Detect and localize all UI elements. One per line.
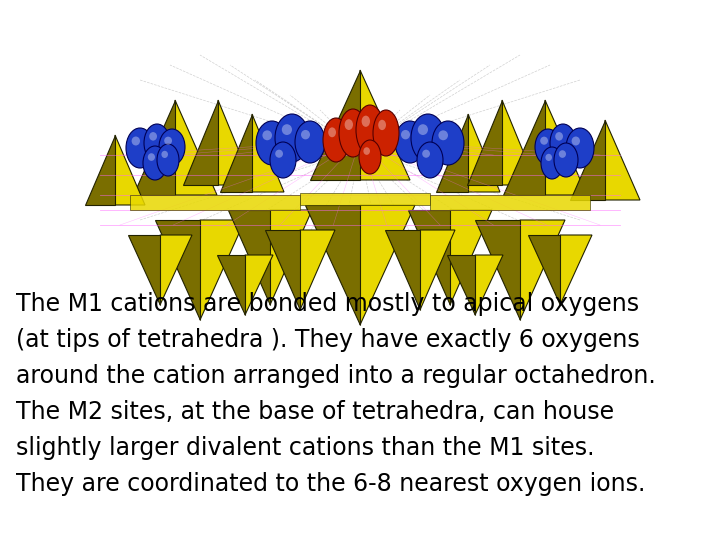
Text: The M1 cations are bonded mostly to apical oxygens: The M1 cations are bonded mostly to apic… (16, 292, 639, 316)
Polygon shape (545, 100, 587, 195)
Ellipse shape (417, 142, 443, 178)
Polygon shape (503, 100, 545, 195)
Ellipse shape (161, 151, 168, 158)
Ellipse shape (301, 130, 310, 139)
Ellipse shape (359, 140, 381, 174)
Ellipse shape (438, 130, 448, 140)
Polygon shape (200, 220, 245, 320)
Ellipse shape (395, 121, 425, 163)
Polygon shape (133, 100, 175, 195)
Ellipse shape (550, 124, 576, 162)
Polygon shape (605, 120, 640, 200)
Polygon shape (270, 210, 312, 305)
Ellipse shape (143, 146, 167, 180)
FancyBboxPatch shape (430, 195, 590, 210)
Polygon shape (436, 114, 468, 192)
Ellipse shape (356, 105, 384, 155)
Polygon shape (360, 205, 415, 325)
Ellipse shape (540, 137, 548, 145)
Polygon shape (528, 235, 560, 305)
Ellipse shape (270, 142, 296, 178)
Ellipse shape (411, 114, 445, 162)
Polygon shape (183, 100, 218, 185)
FancyBboxPatch shape (300, 193, 430, 205)
Polygon shape (475, 255, 503, 315)
Ellipse shape (275, 150, 283, 158)
Polygon shape (385, 230, 420, 310)
Polygon shape (305, 205, 360, 325)
Ellipse shape (132, 137, 140, 145)
Ellipse shape (541, 147, 563, 179)
Polygon shape (360, 70, 410, 180)
Polygon shape (520, 220, 565, 320)
Ellipse shape (378, 120, 386, 130)
Polygon shape (245, 255, 273, 315)
Ellipse shape (572, 137, 580, 145)
Ellipse shape (418, 124, 428, 135)
Ellipse shape (432, 121, 464, 165)
Ellipse shape (275, 114, 309, 162)
Polygon shape (220, 114, 252, 192)
Polygon shape (447, 255, 475, 315)
Ellipse shape (555, 132, 563, 140)
Polygon shape (408, 210, 450, 305)
Polygon shape (310, 70, 360, 180)
Polygon shape (175, 100, 217, 195)
Ellipse shape (339, 109, 367, 157)
Text: The M2 sites, at the base of tetrahedra, can house: The M2 sites, at the base of tetrahedra,… (16, 400, 614, 424)
Polygon shape (570, 120, 605, 200)
Ellipse shape (546, 154, 552, 161)
Ellipse shape (361, 116, 370, 127)
Ellipse shape (559, 150, 566, 158)
Ellipse shape (566, 128, 594, 168)
Polygon shape (475, 220, 520, 320)
Ellipse shape (295, 121, 325, 163)
Polygon shape (450, 210, 492, 305)
Polygon shape (228, 210, 270, 305)
Ellipse shape (157, 144, 179, 176)
Ellipse shape (364, 147, 370, 155)
Ellipse shape (159, 129, 185, 165)
Ellipse shape (328, 127, 336, 137)
Ellipse shape (422, 150, 430, 158)
Text: around the cation arranged into a regular octahedron.: around the cation arranged into a regula… (16, 364, 656, 388)
Ellipse shape (373, 110, 399, 156)
Ellipse shape (401, 130, 410, 139)
Polygon shape (218, 100, 253, 185)
Ellipse shape (554, 143, 578, 177)
Polygon shape (468, 114, 500, 192)
Polygon shape (85, 135, 115, 205)
Ellipse shape (164, 137, 172, 145)
Polygon shape (217, 255, 245, 315)
Ellipse shape (323, 118, 349, 162)
Ellipse shape (345, 119, 353, 130)
Ellipse shape (535, 129, 561, 165)
Polygon shape (155, 220, 200, 320)
Ellipse shape (256, 121, 288, 165)
Polygon shape (265, 230, 300, 310)
Text: (at tips of tetrahedra ). They have exactly 6 oxygens: (at tips of tetrahedra ). They have exac… (16, 328, 640, 352)
Polygon shape (502, 100, 537, 185)
Ellipse shape (149, 132, 157, 140)
Ellipse shape (126, 128, 154, 168)
Ellipse shape (144, 124, 170, 162)
Polygon shape (128, 235, 160, 305)
FancyBboxPatch shape (130, 195, 300, 210)
Polygon shape (467, 100, 502, 185)
Ellipse shape (148, 153, 155, 161)
Polygon shape (560, 235, 592, 305)
Polygon shape (420, 230, 455, 310)
Text: slightly larger divalent cations than the M1 sites.: slightly larger divalent cations than th… (16, 436, 595, 460)
Ellipse shape (282, 124, 292, 135)
Polygon shape (252, 114, 284, 192)
Text: They are coordinated to the 6-8 nearest oxygen ions.: They are coordinated to the 6-8 nearest … (16, 472, 645, 496)
Polygon shape (160, 235, 192, 305)
Ellipse shape (262, 130, 272, 140)
Polygon shape (300, 230, 335, 310)
Polygon shape (115, 135, 145, 205)
